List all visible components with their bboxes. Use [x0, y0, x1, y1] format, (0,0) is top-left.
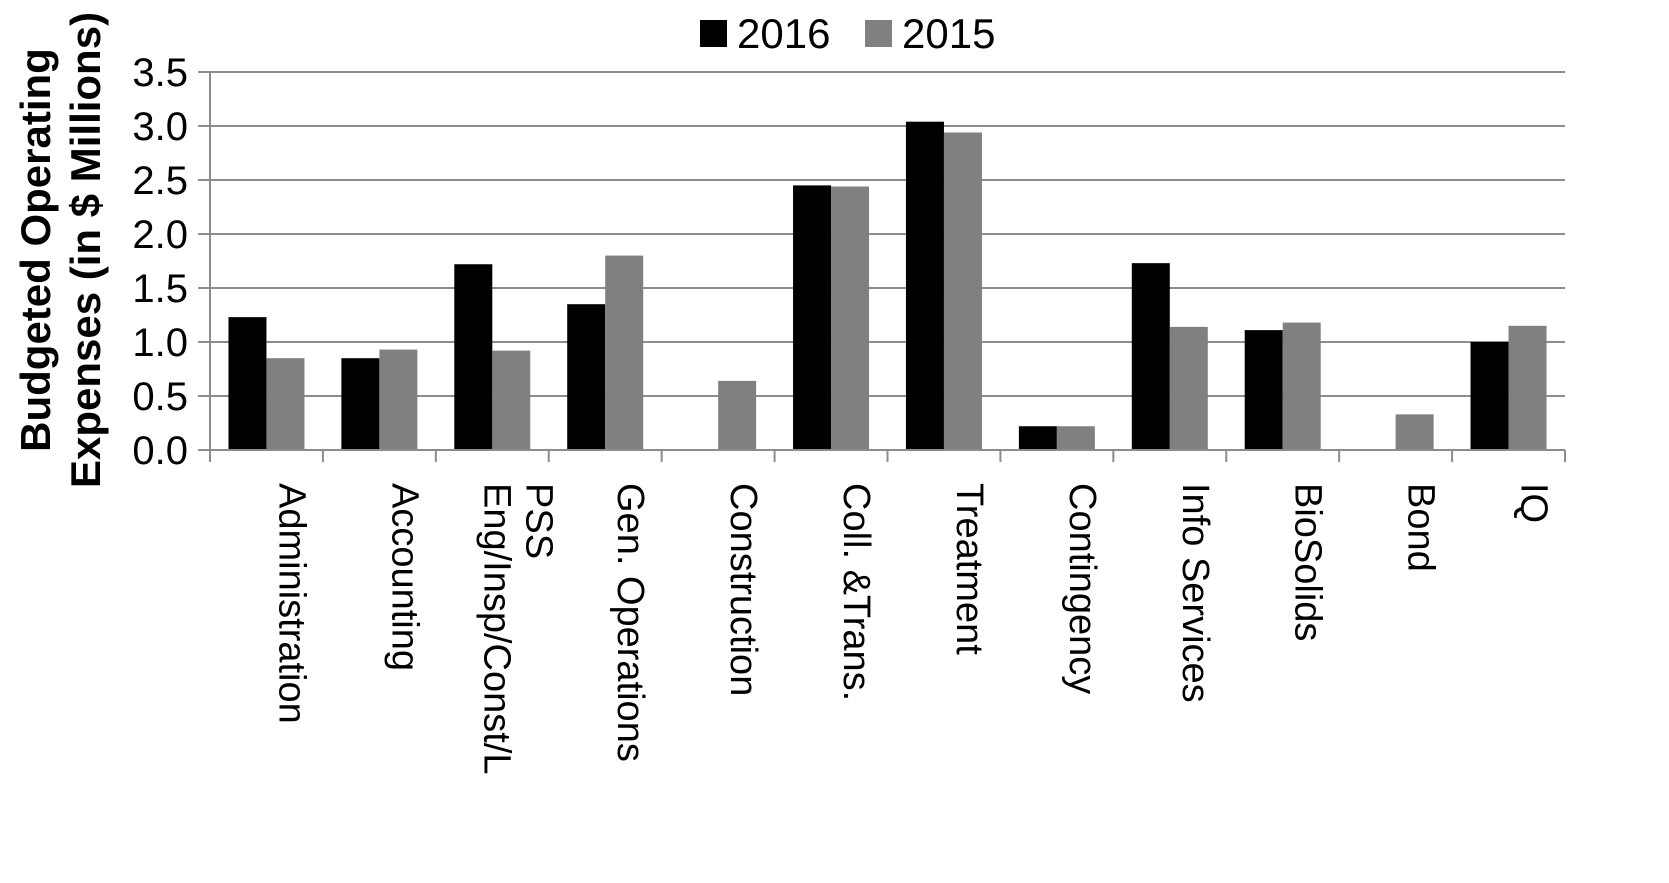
y-tick-label: 0.0	[132, 429, 188, 473]
x-category-label: Info Services	[1174, 483, 1216, 703]
bar-2015	[1282, 322, 1321, 450]
x-category-label: IQ	[1513, 483, 1555, 523]
x-category-label: PSS	[517, 483, 559, 559]
bar-2016	[1131, 263, 1170, 450]
legend-label-2015: 2015	[902, 10, 995, 57]
category-labels: Administration Accounting Eng/Insp/Const/L…	[270, 483, 1554, 775]
x-category-label: Contingency	[1061, 483, 1103, 694]
x-category-label: Administration	[270, 483, 312, 724]
bar-2015	[605, 255, 644, 450]
x-category-label: BioSolids	[1287, 483, 1329, 641]
legend: 2016 2015	[700, 10, 995, 57]
bar-2016	[793, 185, 832, 450]
bar-2015	[492, 350, 531, 450]
y-axis-title-line: Budgeted Operating	[12, 48, 59, 452]
legend-label-2016: 2016	[737, 10, 830, 57]
bar-2015	[1508, 325, 1547, 450]
bar-2016	[905, 121, 944, 451]
x-category-label: Accounting	[383, 483, 425, 671]
y-tick-label: 2.0	[132, 213, 188, 257]
y-tick-label: 1.5	[132, 267, 188, 311]
y-tick-label: 2.5	[132, 159, 188, 203]
gridlines	[210, 71, 1565, 397]
x-category-label: Gen. Operations	[609, 483, 651, 762]
bar-2015	[943, 132, 982, 451]
bars	[228, 121, 1547, 451]
y-axis-title-line: Expenses (in $ Millions)	[62, 12, 109, 488]
bar-2016	[1244, 330, 1283, 450]
x-category-label: Treatment	[948, 483, 990, 655]
x-category-label: Construction	[722, 483, 764, 696]
y-axis-title: Budgeted OperatingExpenses (in $ Million…	[12, 12, 109, 488]
bar-2016	[341, 358, 380, 450]
y-tick-labels: 0.0 0.5 1.0 1.5 2.0 2.5 3.0 3.5	[132, 51, 188, 473]
y-tick-label: 3.5	[132, 51, 188, 95]
axes	[198, 71, 1566, 462]
bar-2016	[454, 264, 493, 450]
legend-swatch-2015	[865, 20, 892, 47]
bar-2015	[831, 186, 870, 451]
bar-2015	[718, 380, 757, 450]
x-category-label: Coll. &Trans.	[835, 483, 877, 701]
bar-2016	[228, 317, 267, 450]
bar-2015	[379, 349, 418, 450]
bar-2015	[1056, 426, 1095, 450]
bar-2016	[567, 304, 606, 450]
bar-2016	[1470, 342, 1509, 450]
x-category-label: Bond	[1400, 483, 1442, 572]
bar-2016	[1018, 426, 1057, 450]
y-tick-label: 3.0	[132, 105, 188, 149]
y-tick-label: 1.0	[132, 321, 188, 365]
x-category-label: Eng/Insp/Const/L	[475, 483, 517, 775]
bar-2015	[1395, 414, 1434, 450]
y-tick-label: 0.5	[132, 375, 188, 419]
bar-2015	[266, 358, 305, 450]
legend-swatch-2016	[700, 20, 727, 47]
bar-2015	[1169, 326, 1208, 450]
